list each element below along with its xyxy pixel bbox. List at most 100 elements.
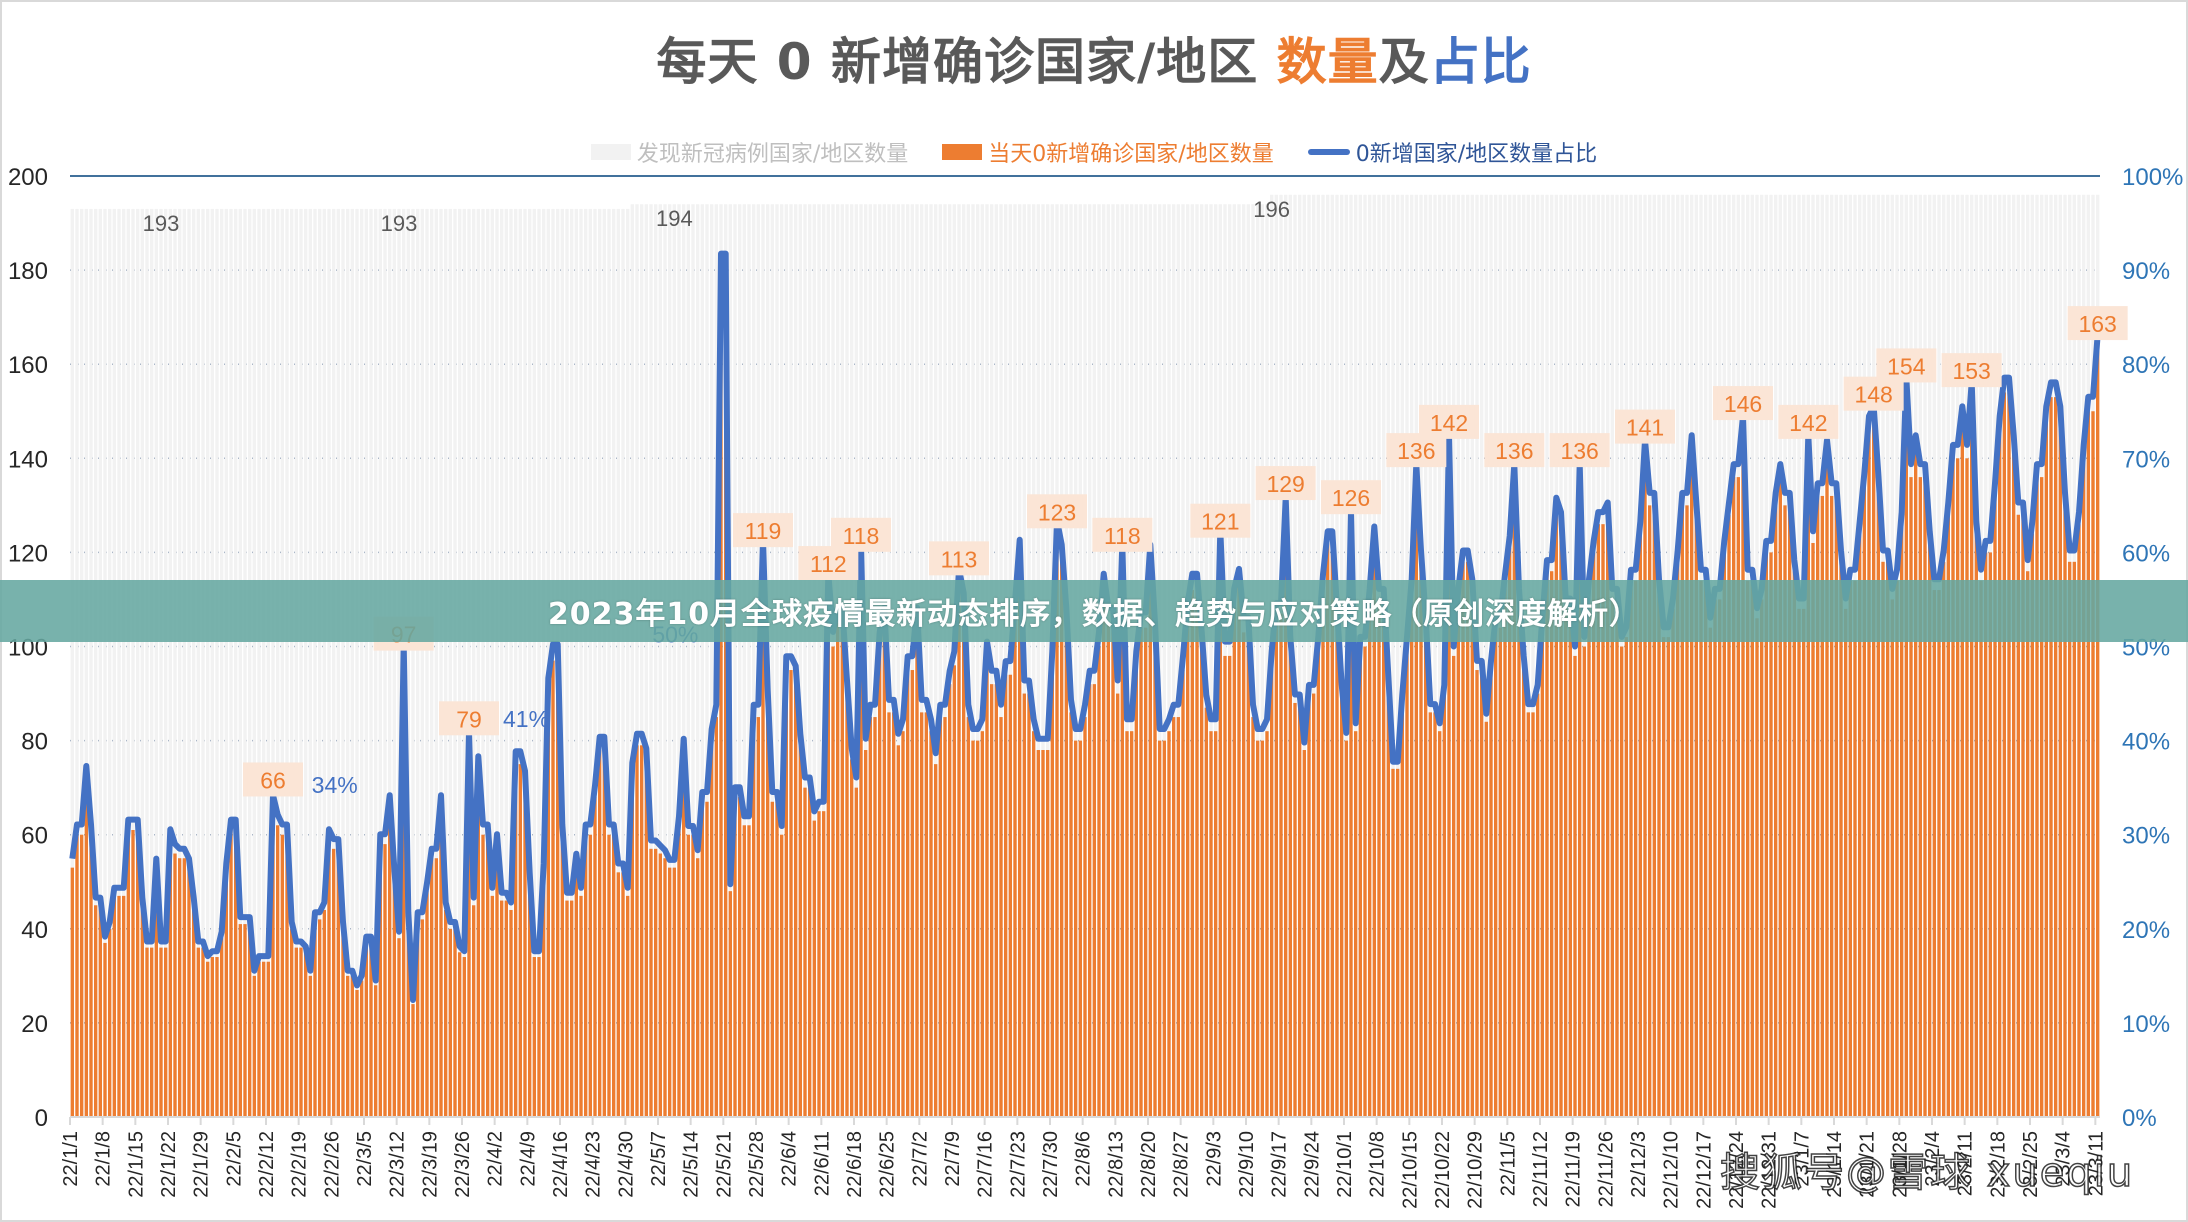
grey-bar — [289, 208, 294, 1117]
orange-bar — [1951, 458, 1955, 1117]
orange-data-label: 153 — [1952, 358, 1990, 384]
x-tick-label: 22/12/10 — [1661, 1131, 1683, 1209]
chart-legend: 发现新冠病例国家/地区数量 当天0新增确诊国家/地区数量 0新增国家/地区数量占… — [0, 136, 2188, 168]
orange-data-label: 136 — [1495, 438, 1533, 464]
y-left-tick-label: 160 — [8, 352, 48, 379]
orange-bar — [1241, 632, 1246, 1117]
x-tick-label: 22/6/4 — [779, 1131, 801, 1187]
orange-bar — [1909, 477, 1913, 1117]
grey-bar — [994, 204, 999, 1118]
orange-bar — [1330, 542, 1335, 1117]
orange-bar — [2002, 392, 2007, 1117]
orange-bar — [611, 834, 616, 1117]
orange-bar — [1591, 552, 1596, 1117]
orange-data-label: 142 — [1430, 410, 1468, 436]
x-tick-label: 22/5/14 — [681, 1131, 703, 1198]
orange-data-label: 146 — [1724, 391, 1762, 417]
grey-bar — [313, 208, 317, 1117]
orange-bar — [2072, 561, 2077, 1117]
grey-bar — [117, 208, 121, 1117]
orange-bar — [303, 952, 308, 1117]
orange-bar — [1685, 505, 1689, 1118]
y-right-tick-label: 80% — [2122, 352, 2170, 379]
orange-bar — [728, 891, 733, 1117]
grey-bar — [369, 208, 373, 1117]
orange-bar — [355, 989, 359, 1117]
orange-bar — [117, 895, 121, 1117]
legend-label: 0新增国家/地区数量占比 — [1355, 142, 1598, 167]
orange-bar — [1778, 477, 1783, 1117]
orange-bar — [1442, 693, 1447, 1117]
orange-bar — [635, 745, 639, 1117]
orange-bar — [761, 557, 765, 1117]
orange-bar — [1209, 731, 1213, 1117]
orange-bar — [1801, 608, 1806, 1117]
orange-bar — [1890, 599, 1895, 1117]
orange-bar — [1083, 717, 1087, 1117]
orange-bar — [719, 279, 723, 1117]
orange-data-label-box — [1876, 348, 1937, 383]
orange-bar — [1512, 477, 1517, 1117]
x-tick-label: 22/2/12 — [256, 1131, 278, 1198]
x-tick-label: 22/1/29 — [191, 1131, 213, 1198]
orange-bar — [75, 834, 79, 1117]
x-tick-label: 23/2/4 — [1922, 1131, 1944, 1187]
x-tick-label: 22/10/1 — [1334, 1131, 1356, 1198]
title-part-main: 每天 0 新增确诊国家/地区 — [656, 33, 1277, 91]
orange-bar — [1610, 599, 1615, 1117]
grey-bar — [378, 208, 383, 1117]
legend-item-total-countries[interactable]: 发现新冠病例国家/地区数量 — [590, 136, 908, 168]
orange-bar — [1535, 693, 1540, 1117]
orange-data-label-box — [1484, 433, 1545, 468]
grey-bar — [686, 204, 691, 1118]
grey-bar — [849, 204, 854, 1118]
orange-bar — [1349, 524, 1353, 1117]
grey-bar — [1255, 204, 1260, 1118]
grey-bar — [691, 204, 695, 1118]
grey-bar — [70, 208, 75, 1117]
orange-bar — [257, 961, 261, 1117]
grey-bar-data-label: 196 — [1253, 197, 1290, 222]
orange-bar — [709, 740, 714, 1117]
legend-item-zero-new-count[interactable]: 当天0新增确诊国家/地区数量 — [942, 136, 1274, 168]
grey-bar — [1395, 194, 1400, 1117]
orange-data-label: 136 — [1397, 438, 1435, 464]
orange-bar — [70, 867, 75, 1117]
orange-bar — [765, 702, 770, 1117]
grey-bar — [345, 208, 350, 1117]
orange-bar — [1213, 731, 1218, 1117]
orange-bar — [1507, 547, 1512, 1117]
orange-bar — [2063, 505, 2067, 1118]
grey-bar — [355, 208, 359, 1117]
grey-bar — [247, 208, 252, 1117]
grey-bar — [901, 204, 905, 1118]
grey-bar — [513, 208, 518, 1117]
orange-bar — [1064, 622, 1069, 1117]
orange-bar — [1540, 627, 1545, 1117]
grey-bar — [205, 208, 210, 1117]
grey-bar — [275, 208, 280, 1117]
orange-bar — [1573, 655, 1577, 1117]
orange-data-label: 148 — [1854, 382, 1892, 408]
orange-bar — [957, 585, 961, 1117]
x-tick-label: 23/3/4 — [2053, 1131, 2075, 1187]
orange-bar — [966, 717, 971, 1117]
orange-bar — [1797, 608, 1801, 1117]
orange-bar — [2067, 561, 2072, 1117]
orange-bar — [644, 759, 649, 1117]
grey-bar — [891, 204, 896, 1118]
legend-item-zero-new-ratio[interactable]: 0新增国家/地区数量占比 — [1307, 136, 1598, 168]
x-tick-label: 22/1/22 — [158, 1131, 180, 1198]
orange-bar — [859, 561, 863, 1117]
orange-bar — [565, 900, 569, 1117]
orange-bar — [1554, 510, 1559, 1117]
orange-bar — [607, 834, 611, 1117]
orange-bar — [1736, 477, 1741, 1117]
grey-bar — [252, 208, 257, 1117]
orange-bar — [700, 801, 705, 1117]
orange-bar — [336, 848, 341, 1117]
orange-bar — [929, 731, 933, 1117]
orange-bar — [1451, 655, 1456, 1117]
orange-bar — [205, 961, 210, 1117]
grey-bar — [429, 208, 434, 1117]
